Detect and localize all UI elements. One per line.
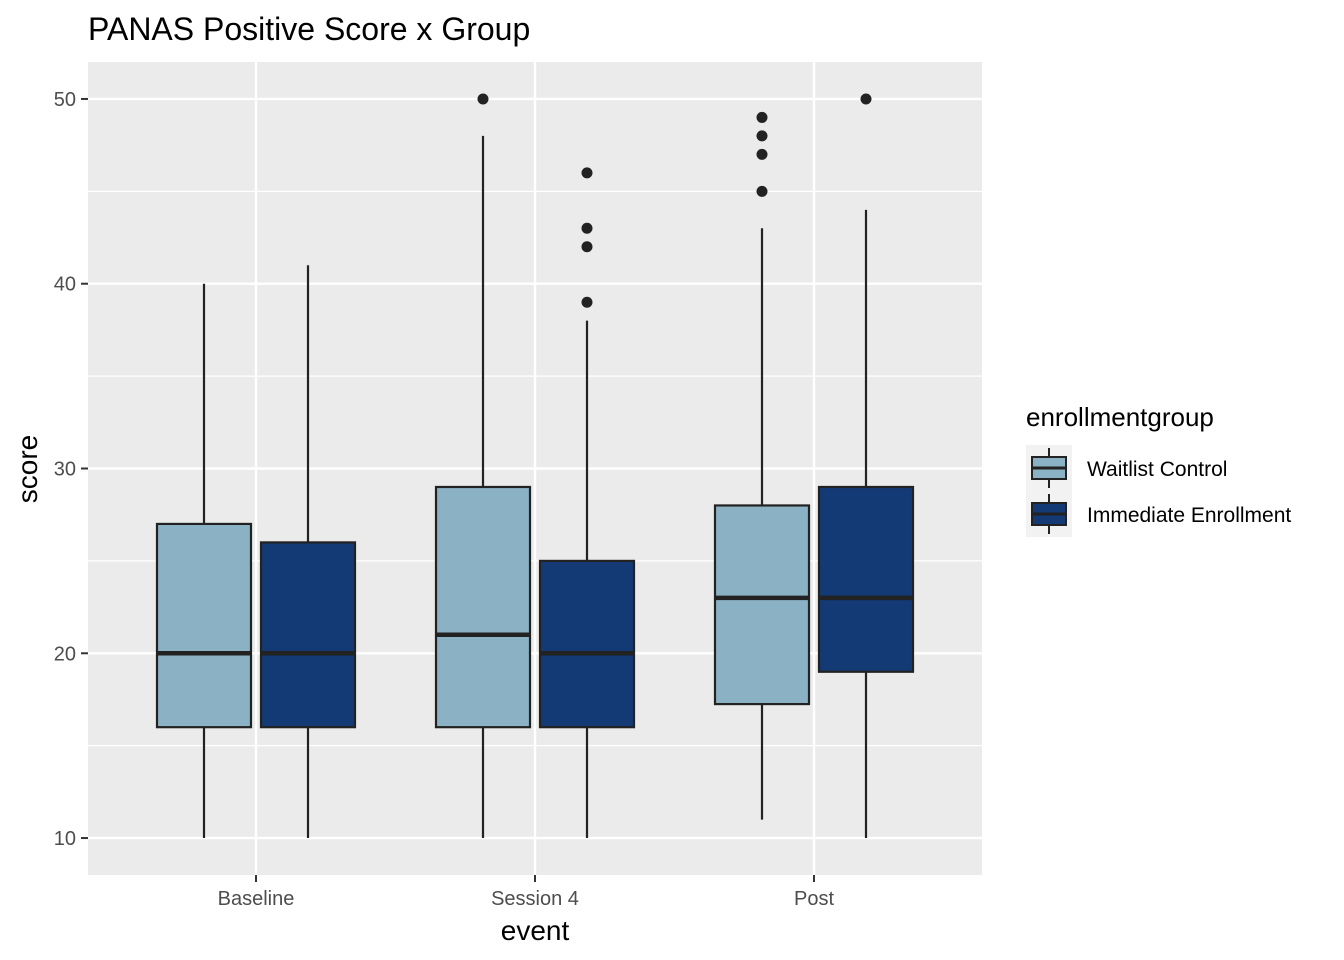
- outlier-point: [581, 296, 593, 308]
- y-tick-label: 20: [54, 643, 76, 665]
- box-1-1: [538, 167, 636, 839]
- x-tick-label: Session 4: [491, 888, 579, 910]
- y-axis: 10 20 30 40 50: [54, 89, 88, 850]
- y-tick-label: 40: [54, 274, 76, 296]
- legend-title: enrollmentgroup: [1026, 402, 1214, 432]
- y-tick-label: 30: [54, 459, 76, 481]
- box-iqr: [713, 504, 811, 706]
- boxes-layer: [155, 93, 915, 839]
- y-tick-label: 50: [54, 89, 76, 111]
- box-iqr: [434, 485, 532, 729]
- outlier-point: [756, 185, 768, 197]
- box-iqr: [538, 559, 636, 729]
- outlier-point: [756, 111, 768, 123]
- legend-label: Waitlist Control: [1087, 458, 1227, 481]
- box-iqr: [259, 541, 357, 729]
- outlier-point: [860, 93, 872, 105]
- legend-label: Immediate Enrollment: [1087, 504, 1291, 527]
- x-axis-title: event: [501, 915, 570, 946]
- major-gridlines: [88, 62, 982, 875]
- chart-title: PANAS Positive Score x Group: [88, 11, 530, 47]
- outlier-point: [581, 222, 593, 234]
- outlier-point: [756, 148, 768, 160]
- outlier-point: [581, 167, 593, 179]
- box-2-0: [713, 111, 811, 820]
- x-axis: Baseline Session 4 Post: [218, 875, 834, 910]
- y-axis-title: score: [12, 435, 43, 503]
- legend-keys: Waitlist Control Immediate Enrollment: [1026, 445, 1291, 537]
- box-0-1: [259, 265, 357, 839]
- box-1-0: [434, 93, 532, 839]
- outlier-point: [756, 130, 768, 142]
- box-2-1: [817, 93, 915, 839]
- outlier-point: [477, 93, 489, 105]
- x-tick-label: Baseline: [218, 888, 295, 910]
- box-iqr: [817, 485, 915, 673]
- legend-item: Waitlist Control: [1026, 445, 1227, 491]
- y-tick-label: 10: [54, 828, 76, 850]
- outlier-point: [581, 241, 593, 253]
- x-tick-label: Post: [794, 888, 834, 910]
- legend: enrollmentgroup Waitlist Control Immediat…: [1026, 402, 1291, 537]
- legend-item: Immediate Enrollment: [1026, 491, 1291, 537]
- box-iqr: [155, 522, 253, 729]
- box-0-0: [155, 283, 253, 839]
